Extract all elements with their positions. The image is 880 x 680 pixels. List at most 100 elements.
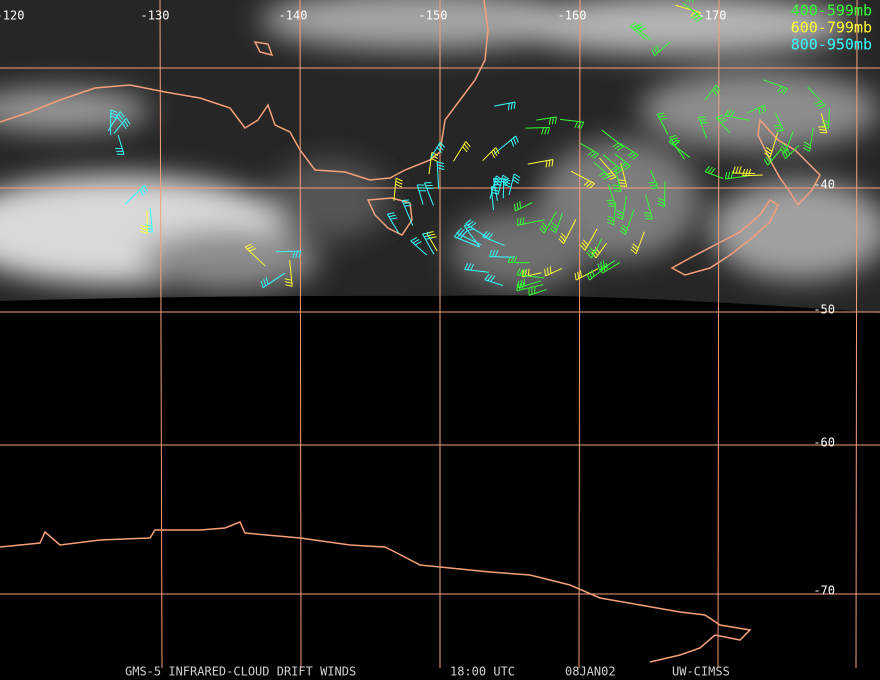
barb-flag xyxy=(263,279,267,287)
barb-shaft xyxy=(543,211,557,234)
barb-flag xyxy=(615,169,623,175)
barb-flag xyxy=(265,277,269,285)
wind-barb xyxy=(527,158,554,168)
barb-flag xyxy=(522,217,525,225)
wind-barb xyxy=(616,195,627,221)
barb-shaft xyxy=(769,132,779,158)
barb-shaft xyxy=(668,141,691,158)
barb-flag xyxy=(730,110,735,118)
barb-shaft xyxy=(422,233,435,255)
barb-shaft xyxy=(784,130,794,154)
barb-flag xyxy=(121,122,127,130)
barb-shaft xyxy=(620,162,628,187)
barb-flag xyxy=(577,121,582,129)
barb-flag xyxy=(619,185,627,187)
barb-flag xyxy=(503,181,511,185)
barb-flag xyxy=(651,49,655,56)
barb-shaft xyxy=(559,118,584,123)
wind-barb xyxy=(618,162,628,187)
footer-text: GMS-5 INFRARED-CLOUD DRIFT WINDS xyxy=(125,665,356,679)
barb-flag xyxy=(761,106,764,114)
wind-barb xyxy=(803,127,814,152)
barb-flag xyxy=(467,228,475,232)
barb-flag xyxy=(704,165,710,172)
barb-flag xyxy=(720,119,727,123)
barb-flag xyxy=(591,269,595,277)
barb-shaft xyxy=(807,86,826,106)
barb-flag xyxy=(775,127,783,129)
barb-flag xyxy=(630,248,637,255)
wind-barb xyxy=(275,250,302,259)
wind-barb xyxy=(704,165,724,179)
barb-flag xyxy=(141,187,146,194)
barb-flag xyxy=(629,22,637,27)
barb-flag xyxy=(285,284,293,287)
wind-barb xyxy=(140,210,148,234)
barb-flag xyxy=(748,168,752,176)
wind-barb xyxy=(482,147,500,162)
wind-barb xyxy=(602,154,623,175)
barb-flag xyxy=(655,45,660,52)
barb-flag xyxy=(580,121,585,129)
barb-flag xyxy=(118,113,124,120)
wind-barb xyxy=(630,231,645,255)
barb-flag xyxy=(487,274,493,281)
barb-flag xyxy=(691,13,698,19)
barb-flag xyxy=(589,183,595,189)
barb-shaft xyxy=(436,161,440,189)
wind-barb xyxy=(490,186,499,211)
barb-flag xyxy=(634,26,641,31)
barb-flag xyxy=(516,268,521,276)
barb-flag xyxy=(631,246,638,252)
barb-flag xyxy=(804,141,811,146)
barb-flag xyxy=(513,101,516,110)
barb-flag xyxy=(510,139,515,147)
barb-flag xyxy=(144,185,148,192)
barb-flag xyxy=(621,163,629,169)
wind-barb xyxy=(488,249,515,258)
barb-flag xyxy=(558,238,564,244)
barb-flag xyxy=(541,127,545,135)
barb-flag xyxy=(715,84,721,92)
barb-flag xyxy=(583,180,590,186)
wind-barb xyxy=(536,116,557,125)
barb-flag xyxy=(659,117,668,120)
meridian xyxy=(855,0,858,669)
barb-flag xyxy=(613,190,622,192)
wind-barb xyxy=(635,23,652,41)
barb-flag xyxy=(516,283,519,291)
barb-flag xyxy=(588,271,593,279)
barb-shaft xyxy=(525,127,550,129)
wind-barb xyxy=(651,41,671,57)
latitude-label: -70 xyxy=(813,584,835,598)
barb-flag xyxy=(782,88,788,95)
barb-shaft xyxy=(463,225,481,248)
wind-barb xyxy=(570,170,595,189)
barb-flag xyxy=(425,237,433,240)
barb-flag xyxy=(764,152,771,158)
barb-flag xyxy=(519,217,522,225)
wind-barb xyxy=(416,184,426,205)
barb-flag xyxy=(658,115,666,118)
barb-flag xyxy=(607,215,615,220)
barb-flag xyxy=(619,229,626,235)
barb-flag xyxy=(590,151,597,158)
wind-barb xyxy=(482,230,505,246)
barb-shaft xyxy=(591,238,603,259)
barb-flag xyxy=(671,139,678,145)
longitude-label: -170 xyxy=(698,9,727,23)
barb-flag xyxy=(110,112,118,116)
barb-flag xyxy=(579,270,582,278)
barb-flag xyxy=(491,249,496,257)
longitude-label: -140 xyxy=(279,9,308,23)
barb-flag xyxy=(463,223,471,227)
barb-flag xyxy=(501,180,508,186)
wind-barb xyxy=(643,195,653,220)
longitude-label: -130 xyxy=(141,9,170,23)
barb-shaft xyxy=(589,262,612,281)
barb-flag xyxy=(490,275,496,282)
barb-flag xyxy=(591,251,597,259)
barb-flag xyxy=(488,249,493,257)
wind-barb xyxy=(465,219,488,238)
